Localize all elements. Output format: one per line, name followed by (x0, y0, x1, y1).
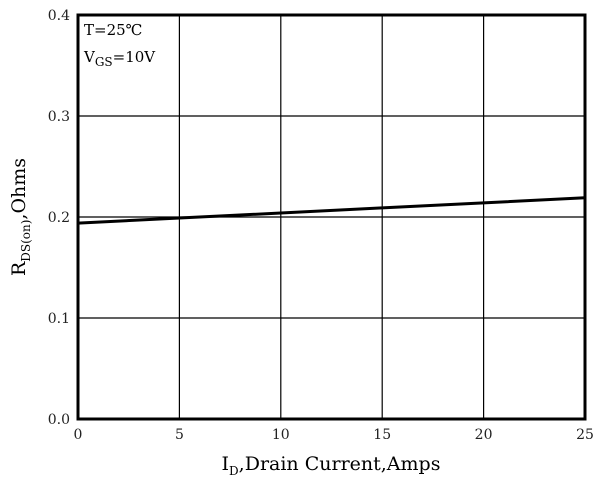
y-axis-label-main: R (8, 261, 30, 276)
y-axis-label-sub: DS(on) (19, 220, 33, 262)
y-tick-label: 0.1 (48, 311, 70, 327)
x-axis-label: ID,Drain Current,Amps (222, 453, 441, 478)
x-tick-labels: 0 5 10 15 20 25 (74, 427, 593, 443)
series-line (77, 196, 586, 225)
annotation-vgs-main: V (83, 48, 96, 66)
x-tick-label: 10 (272, 427, 290, 443)
y-axis-label-rest: ,Ohms (8, 158, 30, 220)
x-tick-label: 20 (475, 427, 493, 443)
y-tick-labels: 0.0 0.1 0.2 0.3 0.4 (48, 8, 70, 428)
x-axis-label-rest: ,Drain Current,Amps (239, 453, 441, 475)
y-tick-label: 0.0 (48, 412, 70, 428)
plot-frame (76, 13, 587, 421)
annotation-vgs: VGS=10V (83, 48, 156, 69)
x-tick-label: 25 (576, 427, 593, 443)
x-axis-label-sub: D (229, 464, 239, 478)
annotation-vgs-rest: =10V (113, 48, 157, 66)
x-tick-label: 0 (74, 427, 83, 443)
x-tick-label: 15 (373, 427, 391, 443)
annotation-temperature: T=25℃ (84, 21, 142, 39)
y-axis-label: RDS(on),Ohms (8, 158, 33, 276)
x-tick-label: 5 (175, 427, 184, 443)
y-tick-label: 0.4 (48, 8, 70, 24)
y-tick-label: 0.2 (48, 210, 70, 226)
y-tick-label: 0.3 (48, 109, 70, 125)
x-axis-label-main: I (222, 453, 230, 475)
annotation-vgs-sub: GS (95, 55, 113, 69)
